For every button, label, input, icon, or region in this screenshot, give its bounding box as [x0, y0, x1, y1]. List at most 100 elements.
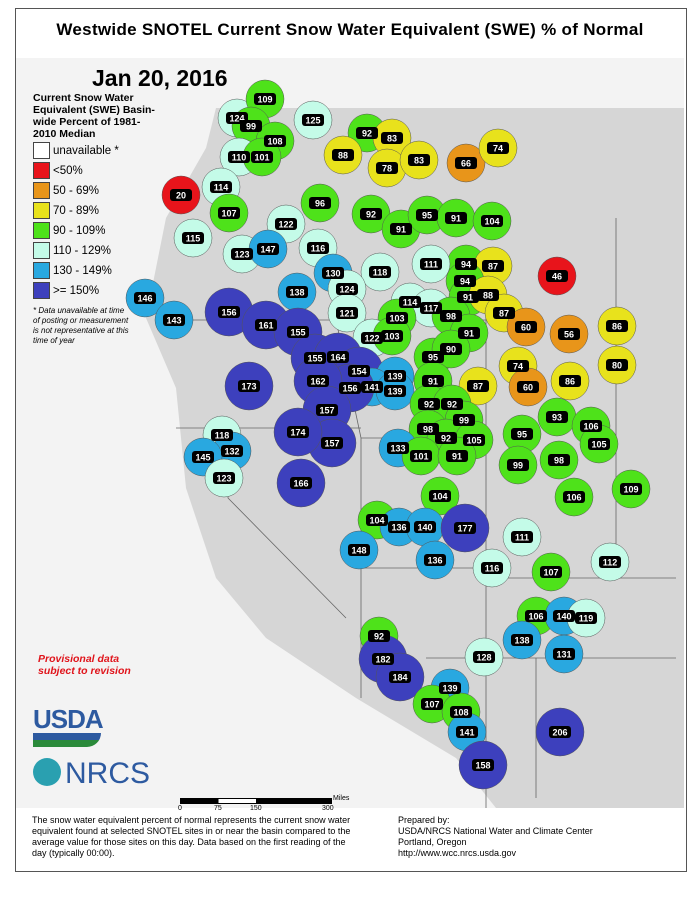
- basin-label-bg: [456, 726, 478, 738]
- nrcs-drop-icon: [33, 758, 61, 786]
- basin-percent-label: 92: [362, 129, 372, 139]
- basin-percent-label: 145: [195, 453, 210, 463]
- basin-percent-label: 91: [396, 225, 406, 235]
- basin-label-bg: [336, 283, 358, 295]
- basin-label-bg: [327, 351, 349, 363]
- basin-percent-label: 124: [229, 114, 244, 124]
- legend-label: 90 - 109%: [53, 224, 106, 237]
- basin-label-bg: [414, 521, 436, 533]
- basin-percent-label: 112: [603, 558, 618, 568]
- basin-label-bg: [366, 514, 388, 526]
- basin-label-bg: [369, 266, 391, 278]
- basin-label-bg: [563, 491, 585, 503]
- basin-label-bg: [517, 381, 539, 393]
- basin-label-bg: [417, 423, 439, 435]
- basin-label-bg: [192, 451, 214, 463]
- basin-percent-label: 91: [451, 214, 461, 224]
- basin-label-bg: [481, 215, 503, 227]
- basin-label-bg: [606, 320, 628, 332]
- basin-percent-label: 162: [310, 377, 325, 387]
- basin-percent-label: 147: [260, 245, 275, 255]
- basin-percent-label: 88: [338, 151, 348, 161]
- basin-percent-label: 111: [424, 260, 438, 270]
- basin-percent-label: 103: [384, 332, 399, 342]
- basin-percent-label: 116: [311, 244, 326, 254]
- basin-label-bg: [257, 243, 279, 255]
- basin-label-bg: [429, 490, 451, 502]
- basin-percent-label: 114: [403, 298, 418, 308]
- basin-percent-label: 161: [258, 321, 273, 331]
- basin-percent-label: 139: [387, 372, 402, 382]
- basin-label-bg: [416, 209, 438, 221]
- basin-label-bg: [322, 267, 344, 279]
- basin-percent-label: 109: [623, 485, 638, 495]
- basin-label-bg: [410, 450, 432, 462]
- basin-percent-label: 99: [246, 122, 256, 132]
- basin-percent-label: 92: [424, 400, 434, 410]
- basin-percent-label: 155: [290, 328, 305, 338]
- basin-label-bg: [221, 445, 243, 457]
- basin-label-bg: [588, 438, 610, 450]
- basin-percent-label: 106: [583, 422, 598, 432]
- basin-label-bg: [477, 289, 499, 301]
- basin-percent-label: 206: [552, 728, 567, 738]
- basin-label-bg: [388, 521, 410, 533]
- basin-percent-label: 166: [293, 479, 308, 489]
- basin-percent-label: 184: [392, 673, 407, 683]
- basin-percent-label: 99: [459, 416, 469, 426]
- basin-percent-label: 157: [319, 406, 334, 416]
- basin-label-bg: [454, 522, 476, 534]
- basin-percent-label: 92: [447, 400, 457, 410]
- basin-percent-label: 92: [374, 632, 384, 642]
- basin-percent-label: 121: [339, 309, 354, 319]
- scale-tick: 75: [214, 805, 222, 812]
- basin-percent-label: 177: [457, 524, 472, 534]
- scale-tick: 0: [178, 805, 182, 812]
- basin-label-bg: [546, 411, 568, 423]
- basin-label-bg: [445, 212, 467, 224]
- basin-label-bg: [381, 330, 403, 342]
- basin-label-bg: [307, 242, 329, 254]
- basin-label-bg: [458, 327, 480, 339]
- basin-percent-label: 101: [413, 452, 428, 462]
- basin-percent-label: 96: [315, 199, 325, 209]
- basin-label-bg: [287, 426, 309, 438]
- basin-label-bg: [386, 312, 408, 324]
- provisional-note: Provisional data subject to revision: [38, 653, 131, 677]
- basin-label-bg: [515, 321, 537, 333]
- basin-label-bg: [482, 260, 504, 272]
- basin-percent-label: 87: [488, 262, 498, 272]
- scale-tick: 300: [322, 805, 334, 812]
- basin-label-bg: [463, 434, 485, 446]
- basin-label-bg: [304, 352, 326, 364]
- legend-swatch: [33, 162, 50, 179]
- map-frame: [15, 8, 687, 872]
- basin-percent-label: 88: [483, 291, 493, 301]
- scale-tick: 150: [250, 805, 262, 812]
- basin-percent-label: 107: [543, 568, 558, 578]
- basin-percent-label: 107: [221, 209, 236, 219]
- basin-percent-label: 98: [446, 312, 456, 322]
- basin-percent-label: 141: [364, 383, 379, 393]
- legend-title: Current Snow Water Equivalent (SWE) Basi…: [33, 92, 155, 140]
- legend-label: 50 - 69%: [53, 184, 100, 197]
- legend-label: 110 - 129%: [53, 244, 111, 257]
- basin-percent-label: 99: [513, 461, 523, 471]
- basin-percent-label: 80: [612, 361, 622, 371]
- basin-label-bg: [525, 610, 547, 622]
- basin-label-bg: [387, 442, 409, 454]
- basin-percent-label: 158: [475, 761, 490, 771]
- basin-percent-label: 98: [423, 425, 433, 435]
- basin-label-bg: [420, 258, 442, 270]
- basin-label-bg: [455, 258, 477, 270]
- basin-percent-label: 106: [528, 612, 543, 622]
- basin-label-bg: [421, 698, 443, 710]
- usda-logo: USDA: [33, 704, 104, 734]
- basin-percent-label: 92: [441, 434, 451, 444]
- basin-label-bg: [211, 429, 233, 441]
- basin-percent-label: 164: [330, 353, 345, 363]
- basin-percent-label: 124: [339, 285, 354, 295]
- basin-label-bg: [473, 651, 495, 663]
- prepared-url[interactable]: http://www.wcc.nrcs.usda.gov: [398, 848, 517, 858]
- basin-label-bg: [254, 93, 276, 105]
